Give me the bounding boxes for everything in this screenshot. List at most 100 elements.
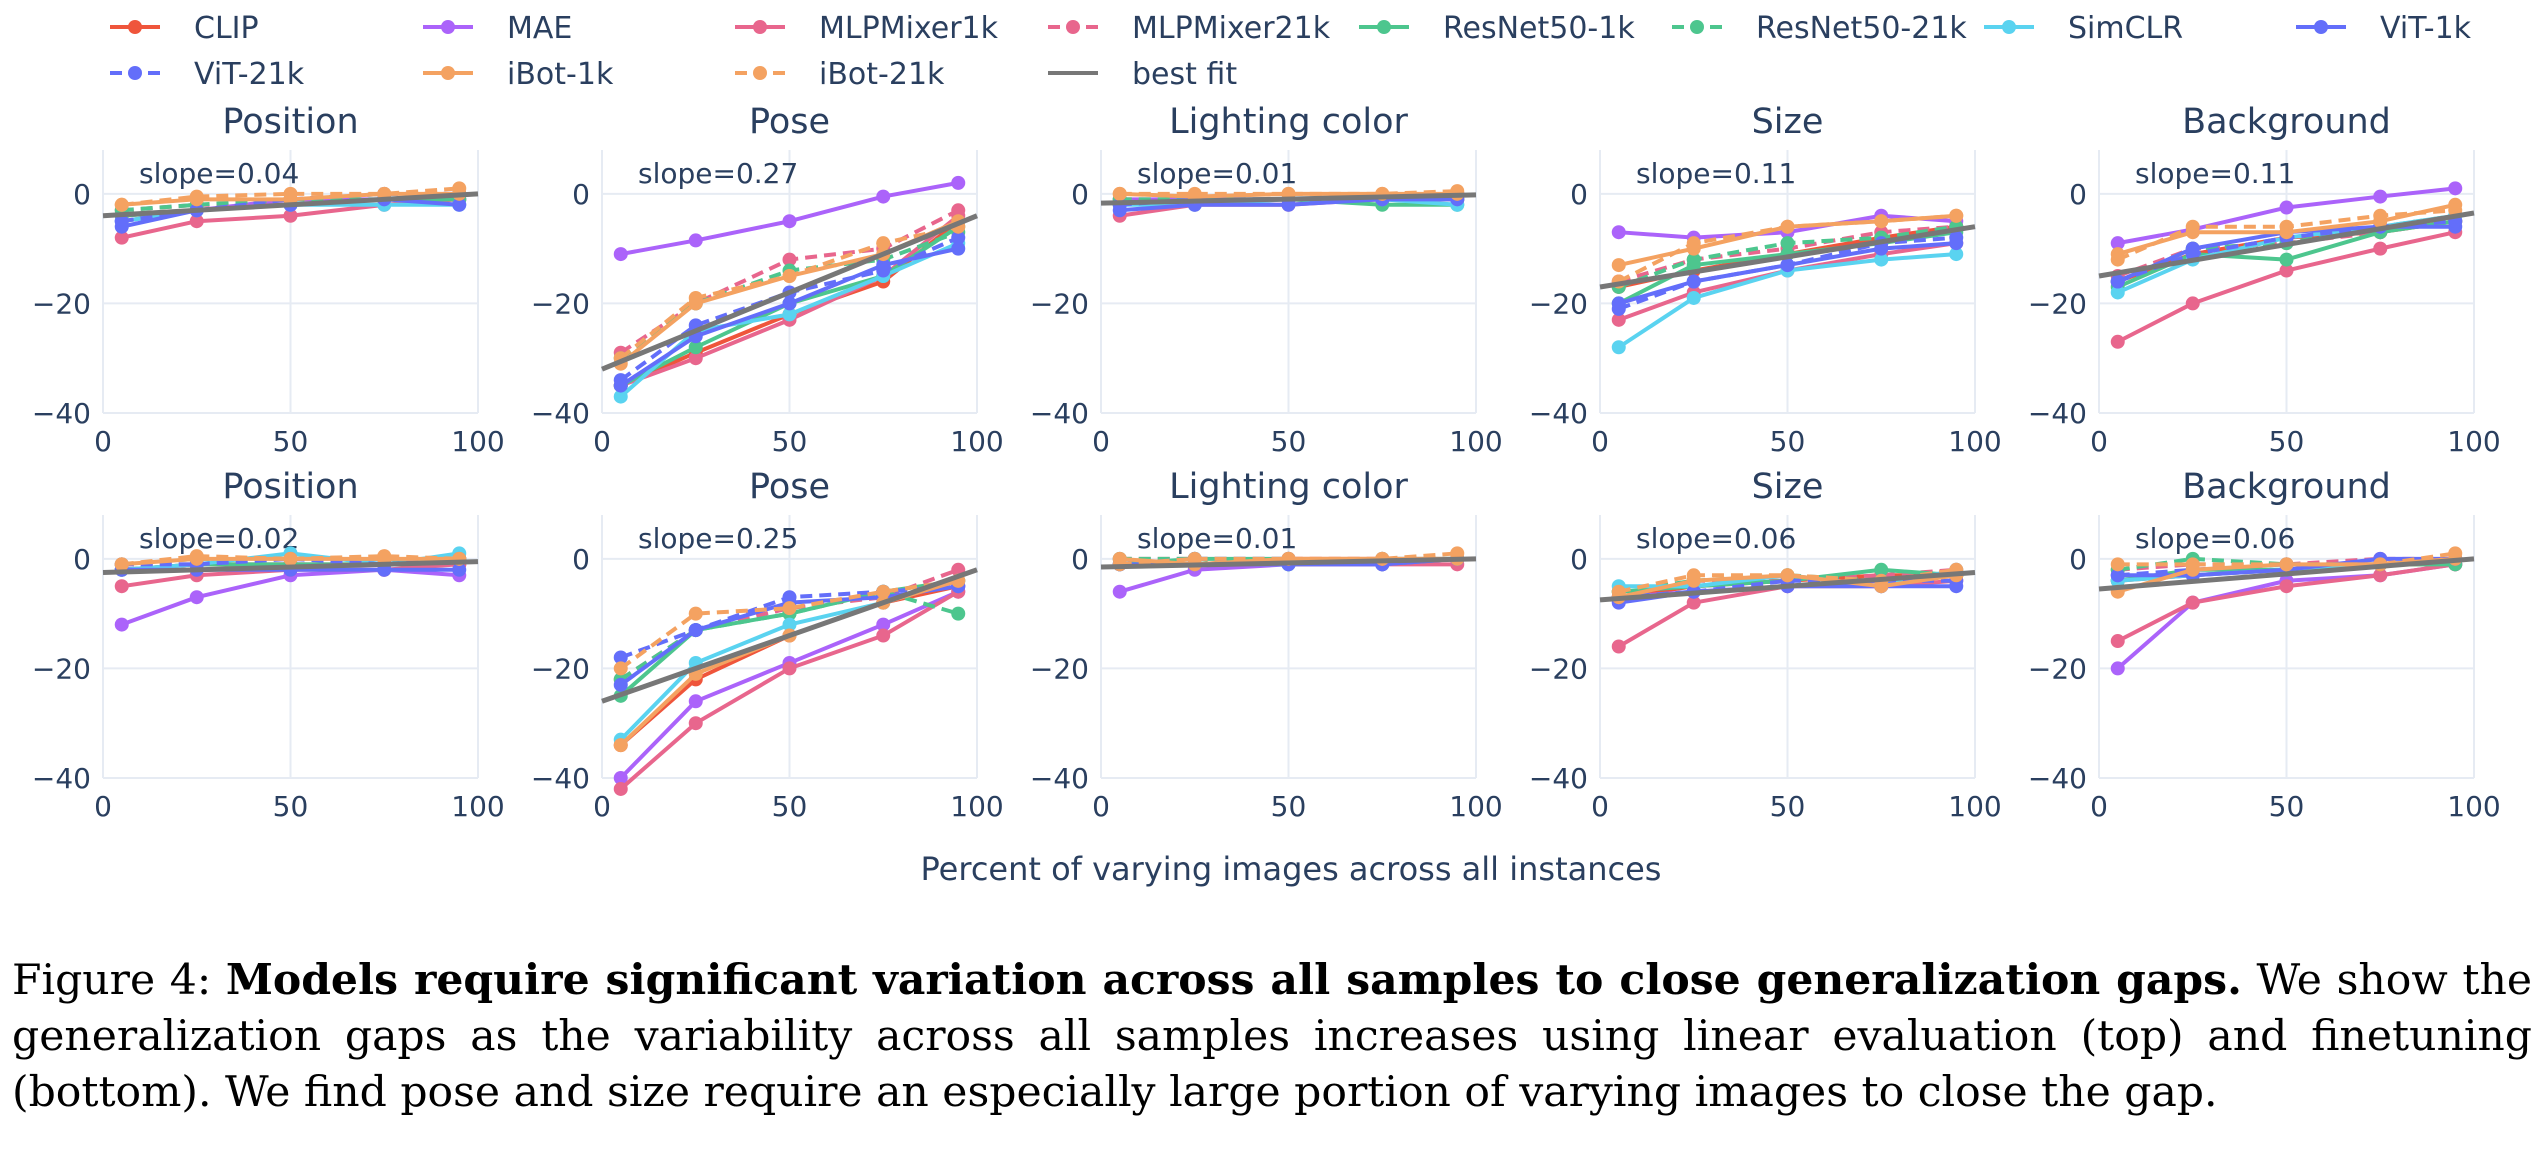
data-point	[1780, 258, 1795, 273]
y-tick-label: 0	[1570, 543, 1588, 576]
data-point	[876, 617, 891, 632]
x-tick-label: 50	[273, 790, 309, 823]
slope-annotation: slope=0.01	[1137, 157, 1297, 190]
y-tick-label: −40	[1529, 397, 1588, 430]
data-point	[2279, 200, 2294, 215]
data-point	[1611, 312, 1626, 327]
data-point	[2110, 285, 2125, 300]
data-point	[452, 562, 467, 577]
x-tick-label: 0	[1092, 425, 1110, 458]
y-tick-label: 0	[2069, 543, 2087, 576]
y-tick-label: 0	[73, 178, 91, 211]
data-point	[114, 197, 129, 212]
data-point	[1187, 551, 1202, 566]
panel-finetune-lighting-color: 0 50 100 0 −20 −40 Lighting color slope=0.01	[1030, 467, 1503, 823]
data-point	[1112, 186, 1127, 201]
data-point	[876, 628, 891, 643]
data-point	[613, 389, 628, 404]
panel-title: Background	[2182, 467, 2391, 507]
slope-annotation: slope=0.04	[139, 157, 299, 190]
legend-label: SimCLR	[2068, 11, 2183, 46]
legend-marker	[1066, 20, 1080, 34]
data-point	[2110, 236, 2125, 251]
x-tick-label: 100	[950, 425, 1003, 458]
data-point	[782, 590, 797, 605]
data-point	[189, 189, 204, 204]
data-point	[782, 296, 797, 311]
data-point	[951, 203, 966, 218]
legend-item-resnet50-1k: ResNet50-1k	[1359, 11, 1635, 46]
panel-linear-lighting-color: 0 50 100 0 −20 −40 Lighting color slope=0.01	[1030, 102, 1503, 458]
data-point	[1874, 252, 1889, 267]
data-point	[189, 590, 204, 605]
series-line	[619, 578, 959, 671]
best-fit-line	[1599, 570, 1976, 603]
y-tick-label: −20	[1529, 652, 1588, 685]
data-point	[1949, 230, 1964, 245]
y-tick-label: 0	[572, 178, 590, 211]
legend-marker	[753, 66, 767, 80]
data-point	[782, 307, 797, 322]
data-point	[2373, 568, 2388, 583]
data-point	[782, 214, 797, 229]
data-point	[452, 181, 467, 196]
data-point	[1611, 301, 1626, 316]
data-point	[1112, 584, 1127, 599]
legend-marker	[2002, 20, 2016, 34]
data-point	[452, 197, 467, 212]
data-point	[2185, 296, 2200, 311]
slope-annotation: slope=0.06	[1636, 522, 1796, 555]
data-point	[2373, 241, 2388, 256]
data-point	[377, 549, 392, 564]
series-ibot-21k	[613, 573, 966, 676]
x-tick-label: 50	[772, 425, 808, 458]
data-point	[1611, 225, 1626, 240]
slope-annotation: slope=0.27	[638, 157, 798, 190]
x-tick-label: 0	[1591, 425, 1609, 458]
data-point	[114, 557, 129, 572]
data-point	[951, 606, 966, 621]
legend-marker	[1690, 20, 1704, 34]
data-point	[951, 230, 966, 245]
legend-label: ResNet50-1k	[1443, 11, 1635, 46]
data-point	[2279, 263, 2294, 278]
best-fit-line	[1599, 224, 1976, 290]
slope-annotation: slope=0.02	[139, 522, 299, 555]
x-tick-label: 100	[950, 790, 1003, 823]
y-tick-label: 0	[73, 543, 91, 576]
data-point	[2110, 557, 2125, 572]
panel-finetune-size: 0 50 100 0 −20 −40 Size slope=0.06	[1529, 467, 2002, 823]
data-point	[283, 186, 298, 201]
y-tick-label: 0	[572, 543, 590, 576]
caption-text: We show the generalization gaps as the v…	[12, 956, 2532, 1117]
best-fit-line	[102, 191, 479, 219]
data-point	[1949, 208, 1964, 223]
data-point	[1949, 247, 1964, 262]
data-point	[2279, 252, 2294, 267]
y-tick-label: −20	[531, 652, 590, 685]
data-point	[1686, 595, 1701, 610]
legend-item-simclr: SimCLR	[1984, 11, 2183, 46]
data-point	[2279, 579, 2294, 594]
y-tick-label: 0	[1570, 178, 1588, 211]
legend-item-clip: CLIP	[110, 11, 259, 46]
series-line	[1119, 189, 1458, 196]
panel-title: Position	[222, 467, 358, 507]
data-point	[114, 230, 129, 245]
panel-finetune-position: 0 50 100 0 −20 −40 Position slope=0.02	[32, 467, 505, 823]
best-fit-line	[2098, 210, 2475, 279]
data-point	[1780, 568, 1795, 583]
legend-label: iBot-1k	[507, 57, 614, 92]
data-point	[688, 233, 703, 248]
data-point	[189, 549, 204, 564]
data-point	[1686, 290, 1701, 305]
y-tick-label: 0	[2069, 178, 2087, 211]
panel-title: Pose	[749, 102, 830, 142]
data-point	[613, 247, 628, 262]
data-point	[613, 771, 628, 785]
y-tick-label: −40	[1030, 397, 1089, 430]
legend-item-vit-1k: ViT-1k	[2296, 11, 2472, 46]
data-point	[613, 661, 628, 676]
series-line	[2117, 551, 2456, 567]
legend-marker	[753, 20, 767, 34]
